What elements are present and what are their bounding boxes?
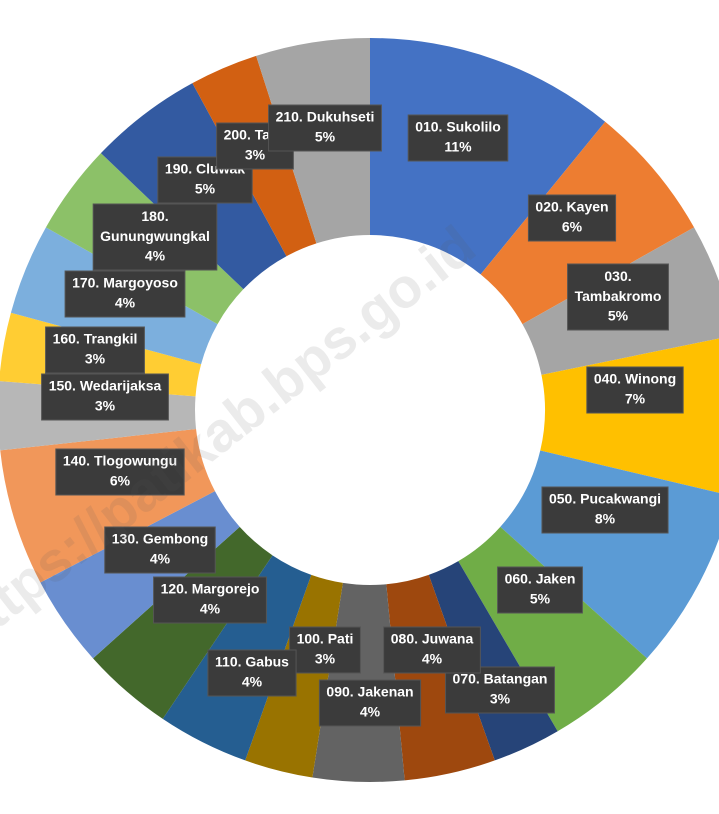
value-label: 4% — [242, 674, 263, 690]
value-label: 5% — [315, 129, 336, 145]
category-label: 110. Gabus — [215, 654, 289, 670]
value-label: 4% — [360, 704, 381, 720]
label-box — [41, 373, 169, 421]
value-label: 4% — [200, 601, 221, 617]
slice — [386, 574, 495, 781]
value-label: 5% — [195, 181, 216, 197]
category-label: 130. Gembong — [112, 531, 208, 547]
data-label: 170. Margoyoso 4% — [64, 270, 186, 318]
value-label: 3% — [315, 651, 336, 667]
data-label: 180. Gunungwungkal 4% — [92, 203, 218, 271]
data-label: 090. Jakenan 4% — [318, 679, 422, 727]
data-label: 050. Pucakwangi 8% — [541, 486, 669, 534]
data-label: 140. Tlogowungu 6% — [55, 448, 185, 496]
data-label: 060. Jaken 5% — [497, 566, 583, 614]
category-label: 180. Gunungwungkal — [100, 208, 210, 244]
data-label: 080. Juwana 4% — [383, 626, 481, 674]
category-label: 020. Kayen — [535, 199, 608, 215]
category-label: 160. Trangkil — [53, 331, 138, 347]
label-box — [64, 270, 186, 318]
category-label: 060. Jaken — [505, 571, 576, 587]
value-label: 3% — [85, 351, 106, 367]
value-label: 4% — [422, 651, 443, 667]
value-label: 4% — [145, 248, 166, 264]
label-box — [407, 114, 509, 162]
label-box — [445, 666, 555, 714]
label-box — [207, 649, 297, 697]
value-label: 8% — [595, 511, 616, 527]
value-label: 3% — [245, 147, 266, 163]
data-label: 020. Kayen 6% — [527, 194, 617, 242]
category-label: 170. Margoyoso — [72, 275, 178, 291]
data-label: 160. Trangkil 3% — [45, 326, 145, 374]
category-label: 150. Wedarijaksa — [49, 378, 162, 394]
label-box — [567, 263, 669, 331]
value-label: 3% — [95, 398, 116, 414]
category-label: 120. Margorejo — [161, 581, 260, 597]
label-box — [586, 366, 684, 414]
data-label: 120. Margorejo 4% — [153, 576, 267, 624]
value-label: 6% — [110, 473, 131, 489]
value-label: 4% — [115, 295, 136, 311]
label-box — [289, 626, 361, 674]
value-label: 5% — [608, 308, 629, 324]
category-label: 070. Batangan — [453, 671, 548, 687]
category-label: 080. Juwana — [391, 631, 474, 647]
data-label: 040. Winong 7% — [586, 366, 684, 414]
label-box — [92, 203, 218, 271]
category-label: 030. Tambakromo — [575, 268, 662, 304]
label-box — [318, 679, 422, 727]
data-label: 110. Gabus 4% — [207, 649, 297, 697]
label-box — [104, 526, 216, 574]
data-label: 100. Pati 3% — [289, 626, 361, 674]
label-box — [55, 448, 185, 496]
category-label: 010. Sukolilo — [415, 119, 501, 135]
value-label: 3% — [490, 691, 511, 707]
category-label: 210. Dukuhseti — [276, 109, 375, 125]
label-box — [541, 486, 669, 534]
category-label: 090. Jakenan — [326, 684, 413, 700]
category-label: 050. Pucakwangi — [549, 491, 661, 507]
label-box — [527, 194, 617, 242]
value-label: 7% — [625, 391, 646, 407]
value-label: 11% — [444, 139, 472, 155]
label-box — [45, 326, 145, 374]
value-label: 6% — [562, 219, 583, 235]
data-label: 150. Wedarijaksa 3% — [41, 373, 169, 421]
label-box — [153, 576, 267, 624]
data-label: 010. Sukolilo 11% — [407, 114, 509, 162]
value-label: 5% — [530, 591, 551, 607]
label-box — [383, 626, 481, 674]
data-label: 030. Tambakromo 5% — [567, 263, 669, 331]
value-label: 4% — [150, 551, 171, 567]
data-label: 070. Batangan 3% — [445, 666, 555, 714]
label-box — [497, 566, 583, 614]
data-label: 210. Dukuhseti 5% — [268, 104, 382, 152]
label-box — [268, 104, 382, 152]
category-label: 100. Pati — [297, 631, 354, 647]
category-label: 140. Tlogowungu — [63, 453, 177, 469]
data-labels: 010. Sukolilo 11% 020. Kayen 6% 030. Tambakro… — [41, 104, 684, 727]
data-label: 130. Gembong 4% — [104, 526, 216, 574]
category-label: 040. Winong — [594, 371, 676, 387]
